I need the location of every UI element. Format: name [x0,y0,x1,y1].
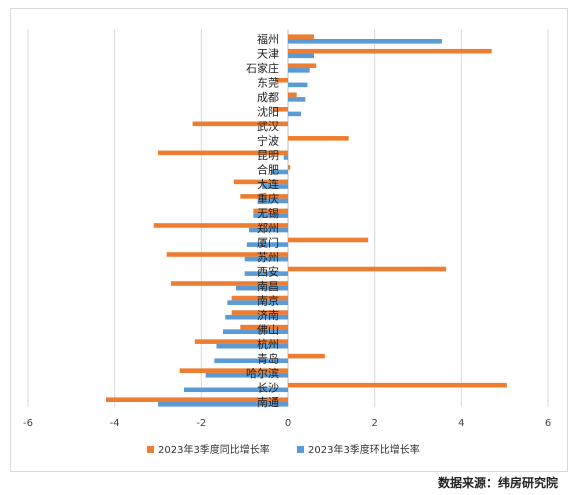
category-label: 南通 [257,396,279,409]
qoq-bar-8 [283,155,288,160]
yoy-bar-5 [272,107,288,112]
x-tick-label: -6 [23,418,33,429]
chart-frame: 福州天津 石家庄东莞 成都 沈阳 武汉 宁波 昆明 合肥 大连 重庆 无锡 郑州 厦门苏州 西安南昌 南京济… [10,8,568,472]
qoq-bar-2 [288,68,310,73]
category-label: 郑州 [257,221,279,235]
qoq-bar-25 [158,402,288,407]
legend-swatch [297,446,304,453]
category-label: 苏州 [257,251,279,264]
legend-label: 2023年3季度环比增长率 [308,443,420,456]
qoq-bar-16 [244,271,288,276]
yoy-bar-16 [288,266,447,272]
qoq-bar-15 [244,256,288,262]
x-tick-label: 6 [545,418,551,429]
yoy-bar-0 [288,34,314,39]
qoq-bar-4 [288,97,306,102]
category-label: 青岛 [257,351,279,365]
category-labels: 福州天津石家庄东莞成都沈阳武汉宁波昆明合肥大连重庆无锡郑州厦门苏州西安南昌南京济… [246,32,279,409]
qoq-bar-13 [249,227,288,233]
category-label: 西安 [257,264,279,278]
bar-chart: 福州天津石家庄东莞成都沈阳武汉宁波昆明合肥大连重庆无锡郑州厦门苏州西安南昌南京济… [23,29,551,456]
category-label: 长沙 [257,381,279,394]
qoq-bar-18 [227,300,288,305]
yoy-bar-10 [233,179,288,185]
yoy-bar-19 [231,310,288,315]
qoq-bar-1 [288,53,314,59]
category-label: 哈尔滨 [246,366,279,380]
yoy-bar-9 [288,165,291,170]
category-label: 大连 [257,177,279,191]
category-label: 武汉 [257,120,279,133]
yoy-bar-12 [253,208,288,214]
yoy-bar-1 [288,48,492,54]
qoq-bar-9 [270,169,288,175]
yoy-bar-3 [275,77,288,83]
category-label: 成都 [257,91,279,104]
yoy-bar-18 [231,295,288,301]
yoy-bar-25 [106,397,288,402]
yoy-bar-6 [192,121,288,127]
category-label: 天津 [257,48,279,61]
qoq-bar-3 [288,82,308,88]
qoq-bar-19 [225,314,288,320]
yoy-bar-14 [288,237,369,243]
category-label: 南京 [257,293,279,307]
yoy-bar-4 [288,92,297,98]
qoq-bar-17 [236,285,288,291]
yoy-bar-2 [288,63,317,69]
yoy-bar-21 [194,339,288,344]
source-note: 数据来源：纬房研究院 [437,476,558,490]
yoy-bar-23 [179,368,288,373]
category-label: 佛山 [257,323,279,336]
yoy-bar-22 [288,353,325,359]
yoy-bar-24 [288,382,507,388]
legend-label: 2023年3季度同比增长率 [158,443,270,456]
legend-swatch [147,446,154,453]
category-label: 昆明 [257,149,279,162]
qoq-bar-22 [214,358,288,364]
x-tick-label: 4 [458,418,464,429]
qoq-bar-14 [246,242,288,247]
category-label: 合肥 [257,163,279,177]
qoq-bar-11 [257,198,288,204]
yoy-bar-11 [240,194,288,199]
yoy-bar-20 [240,324,288,330]
x-tick-label: 2 [371,418,377,429]
category-label: 石家庄 [246,61,279,75]
yoy-bar-7 [288,136,349,141]
category-label: 无锡 [257,206,279,220]
x-tick-label: -2 [196,418,206,429]
legend: 2023年3季度同比增长率 2023年3季度环比增长率 [147,443,420,456]
category-label: 福州 [257,32,279,46]
category-label: 杭州 [257,337,279,351]
category-label: 沈阳 [257,105,279,119]
qoq-bar-0 [288,39,442,44]
category-label: 东莞 [257,77,279,90]
qoq-bar-24 [184,387,288,393]
category-label: 重庆 [257,192,279,206]
category-label: 南昌 [257,280,279,293]
qoq-bar-12 [253,213,288,218]
yoy-bar-15 [166,252,288,257]
qoq-bar-5 [288,111,301,117]
yoy-bar-17 [171,281,288,286]
category-label: 济南 [257,308,279,322]
bars [106,34,507,407]
yoy-bar-13 [153,223,288,228]
qoq-bar-21 [216,343,288,349]
qoq-bar-20 [223,329,288,334]
yoy-bar-8 [158,150,288,156]
qoq-bar-10 [262,184,288,189]
category-label: 宁波 [257,134,279,148]
x-tick-label: -4 [110,418,120,429]
category-label: 厦门 [257,235,279,249]
gridlines [27,29,549,407]
x-tick-label: 0 [285,418,291,429]
qoq-bar-23 [205,372,288,378]
x-axis-ticks: -6 -4 -2 0 2 4 6 [23,418,551,429]
